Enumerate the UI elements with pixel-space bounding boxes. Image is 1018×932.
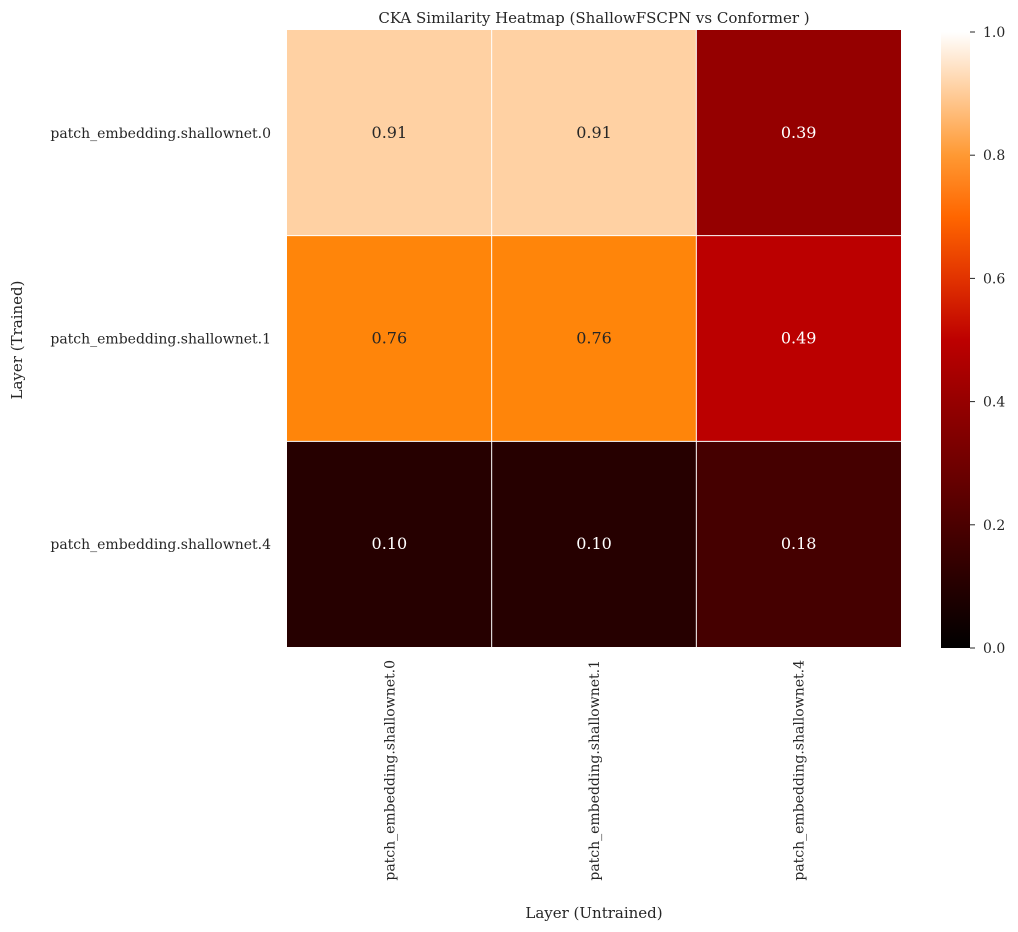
- chart-title: CKA Similarity Heatmap (ShallowFSCPN vs …: [378, 9, 809, 27]
- y-tick-label: patch_embedding.shallownet.4: [50, 537, 271, 553]
- cell-value-labels: 0.91 0.91 0.39 0.76 0.76 0.49 0.10 0.10 0.18: [372, 123, 817, 553]
- colorbar-tick-label: 0.4: [983, 395, 1005, 411]
- x-axis-ticks: patch_embedding.shallownet.0 patch_embedd…: [382, 660, 807, 881]
- colorbar-tick-label: 0.8: [983, 148, 1005, 164]
- y-axis-label: Layer (Trained): [8, 281, 26, 400]
- cell-value-label: 0.76: [372, 329, 408, 348]
- heatmap-cell: [491, 235, 697, 442]
- heatmap-cell: [696, 441, 901, 647]
- colorbar-tick-label: 0.0: [983, 641, 1005, 657]
- cell-value-label: 0.18: [781, 534, 817, 553]
- cell-value-label: 0.91: [576, 123, 612, 142]
- y-tick-label: patch_embedding.shallownet.1: [50, 332, 271, 348]
- cell-value-label: 0.10: [372, 534, 408, 553]
- y-axis-ticks: patch_embedding.shallownet.0 patch_embedd…: [50, 126, 271, 553]
- heatmap-cell: [287, 235, 492, 442]
- x-tick-label: patch_embedding.shallownet.0: [382, 660, 398, 881]
- heatmap-cell: [696, 235, 901, 442]
- colorbar-ticks: 0.0 0.2 0.4 0.6 0.8 1.0: [970, 25, 1005, 657]
- colorbar-tick-label: 0.2: [983, 518, 1005, 534]
- cell-value-label: 0.10: [576, 534, 612, 553]
- x-tick-label: patch_embedding.shallownet.4: [792, 660, 808, 881]
- cell-grid-lines: [287, 30, 901, 647]
- heatmap-cell: [287, 30, 492, 236]
- colorbar-tick-label: 0.6: [983, 271, 1005, 287]
- heatmap-cell: [491, 30, 697, 236]
- heatmap-cells: [287, 30, 901, 647]
- heatmap-cell: [491, 441, 697, 647]
- x-axis-label: Layer (Untrained): [525, 904, 662, 922]
- y-tick-label: patch_embedding.shallownet.0: [50, 126, 271, 142]
- heatmap-cell: [696, 30, 901, 236]
- colorbar-tick-label: 1.0: [983, 25, 1005, 41]
- heatmap-cell: [287, 441, 492, 647]
- x-tick-label: patch_embedding.shallownet.1: [587, 660, 603, 881]
- cell-value-label: 0.39: [781, 123, 817, 142]
- cell-value-label: 0.49: [781, 329, 817, 348]
- cell-value-label: 0.76: [576, 329, 612, 348]
- cell-value-label: 0.91: [372, 123, 408, 142]
- colorbar: [941, 32, 970, 648]
